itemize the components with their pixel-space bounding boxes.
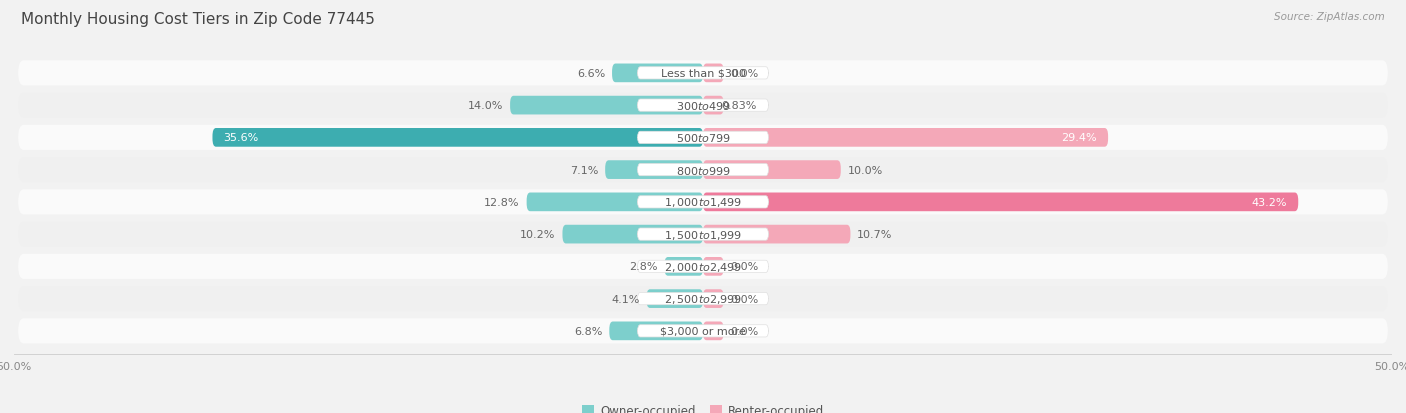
Text: 6.8%: 6.8% bbox=[574, 326, 602, 336]
FancyBboxPatch shape bbox=[637, 164, 769, 176]
Text: 0.0%: 0.0% bbox=[731, 262, 759, 272]
Text: $3,000 or more: $3,000 or more bbox=[661, 326, 745, 336]
FancyBboxPatch shape bbox=[665, 257, 703, 276]
Text: 7.1%: 7.1% bbox=[569, 165, 599, 175]
FancyBboxPatch shape bbox=[703, 193, 1298, 212]
Text: 6.6%: 6.6% bbox=[576, 69, 605, 78]
FancyBboxPatch shape bbox=[527, 193, 703, 212]
FancyBboxPatch shape bbox=[212, 129, 703, 147]
FancyBboxPatch shape bbox=[510, 97, 703, 115]
Text: 4.1%: 4.1% bbox=[612, 294, 640, 304]
FancyBboxPatch shape bbox=[637, 100, 769, 112]
Text: 0.0%: 0.0% bbox=[731, 69, 759, 78]
FancyBboxPatch shape bbox=[18, 190, 1388, 215]
FancyBboxPatch shape bbox=[703, 64, 724, 83]
FancyBboxPatch shape bbox=[609, 322, 703, 340]
Text: 10.2%: 10.2% bbox=[520, 230, 555, 240]
Text: $300 to $499: $300 to $499 bbox=[675, 100, 731, 112]
FancyBboxPatch shape bbox=[18, 93, 1388, 119]
FancyBboxPatch shape bbox=[637, 261, 769, 273]
Legend: Owner-occupied, Renter-occupied: Owner-occupied, Renter-occupied bbox=[582, 404, 824, 413]
Text: Less than $300: Less than $300 bbox=[661, 69, 745, 78]
FancyBboxPatch shape bbox=[703, 225, 851, 244]
FancyBboxPatch shape bbox=[637, 132, 769, 144]
FancyBboxPatch shape bbox=[18, 222, 1388, 247]
FancyBboxPatch shape bbox=[18, 286, 1388, 311]
FancyBboxPatch shape bbox=[18, 158, 1388, 183]
Text: 2.8%: 2.8% bbox=[628, 262, 658, 272]
FancyBboxPatch shape bbox=[18, 126, 1388, 151]
Text: $1,000 to $1,499: $1,000 to $1,499 bbox=[664, 196, 742, 209]
Text: 0.0%: 0.0% bbox=[731, 294, 759, 304]
FancyBboxPatch shape bbox=[637, 68, 769, 80]
FancyBboxPatch shape bbox=[18, 254, 1388, 279]
Text: 10.7%: 10.7% bbox=[858, 230, 893, 240]
FancyBboxPatch shape bbox=[703, 290, 724, 308]
Text: 14.0%: 14.0% bbox=[468, 101, 503, 111]
FancyBboxPatch shape bbox=[703, 257, 724, 276]
FancyBboxPatch shape bbox=[637, 228, 769, 241]
Text: 0.0%: 0.0% bbox=[731, 326, 759, 336]
FancyBboxPatch shape bbox=[18, 61, 1388, 86]
Text: $2,500 to $2,999: $2,500 to $2,999 bbox=[664, 292, 742, 305]
FancyBboxPatch shape bbox=[703, 161, 841, 180]
Text: 0.83%: 0.83% bbox=[721, 101, 756, 111]
FancyBboxPatch shape bbox=[605, 161, 703, 180]
Text: $2,000 to $2,499: $2,000 to $2,499 bbox=[664, 260, 742, 273]
Text: $800 to $999: $800 to $999 bbox=[675, 164, 731, 176]
FancyBboxPatch shape bbox=[18, 318, 1388, 344]
Text: 12.8%: 12.8% bbox=[484, 197, 520, 207]
FancyBboxPatch shape bbox=[612, 64, 703, 83]
FancyBboxPatch shape bbox=[637, 293, 769, 305]
Text: $500 to $799: $500 to $799 bbox=[675, 132, 731, 144]
FancyBboxPatch shape bbox=[647, 290, 703, 308]
Text: 43.2%: 43.2% bbox=[1251, 197, 1288, 207]
FancyBboxPatch shape bbox=[562, 225, 703, 244]
Text: 10.0%: 10.0% bbox=[848, 165, 883, 175]
FancyBboxPatch shape bbox=[703, 97, 724, 115]
FancyBboxPatch shape bbox=[703, 322, 724, 340]
FancyBboxPatch shape bbox=[703, 129, 1108, 147]
FancyBboxPatch shape bbox=[637, 196, 769, 209]
Text: 35.6%: 35.6% bbox=[224, 133, 259, 143]
Text: $1,500 to $1,999: $1,500 to $1,999 bbox=[664, 228, 742, 241]
Text: Monthly Housing Cost Tiers in Zip Code 77445: Monthly Housing Cost Tiers in Zip Code 7… bbox=[21, 12, 375, 27]
Text: 29.4%: 29.4% bbox=[1062, 133, 1097, 143]
FancyBboxPatch shape bbox=[637, 325, 769, 337]
Text: Source: ZipAtlas.com: Source: ZipAtlas.com bbox=[1274, 12, 1385, 22]
